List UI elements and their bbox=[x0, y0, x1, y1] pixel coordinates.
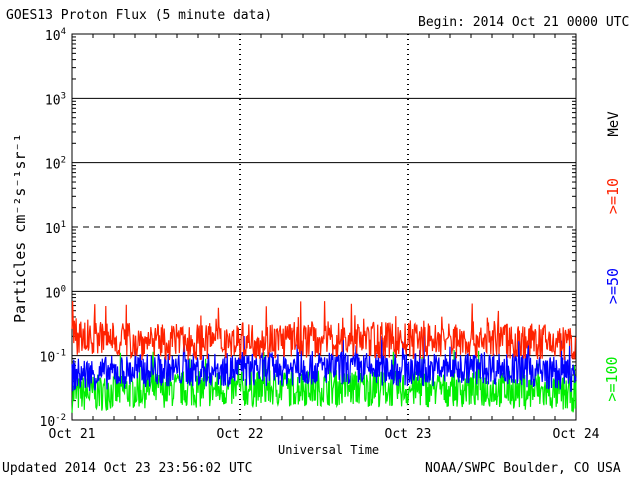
series-line-ge100 bbox=[71, 349, 577, 413]
series-line-ge50 bbox=[71, 335, 577, 393]
y-axis-label: Particles cm⁻²s⁻¹sr⁻¹ bbox=[11, 133, 29, 323]
y-tick-label: 10-1 bbox=[40, 349, 67, 366]
chart-title: GOES13 Proton Flux (5 minute data) bbox=[6, 8, 273, 23]
x-tick-label: Oct 22 bbox=[217, 427, 264, 442]
x-tick-label: Oct 24 bbox=[553, 427, 600, 442]
legend-ge100: >=100 bbox=[603, 356, 621, 402]
y-tick-label: 100 bbox=[45, 284, 66, 301]
updated-timestamp: Updated 2014 Oct 23 23:56:02 UTC bbox=[2, 461, 253, 476]
credit-label: NOAA/SWPC Boulder, CO USA bbox=[425, 461, 621, 476]
x-axis-label: Universal Time bbox=[278, 443, 380, 457]
y-tick-label: 101 bbox=[45, 220, 66, 237]
y-tick-label: 104 bbox=[45, 27, 66, 44]
series-line-ge10 bbox=[71, 300, 577, 361]
y-tick-label: 102 bbox=[45, 156, 66, 173]
begin-time-label: Begin: 2014 Oct 21 0000 UTC bbox=[418, 15, 630, 30]
legend-ge10: >=10 bbox=[604, 177, 622, 215]
y-tick-label: 10-2 bbox=[40, 413, 67, 430]
legend-ge50: >=50 bbox=[604, 267, 622, 305]
x-tick-label: Oct 21 bbox=[49, 427, 96, 442]
x-tick-label: Oct 23 bbox=[385, 427, 432, 442]
y-tick-label: 103 bbox=[45, 91, 66, 108]
legend-unit-mev: MeV bbox=[606, 111, 622, 137]
